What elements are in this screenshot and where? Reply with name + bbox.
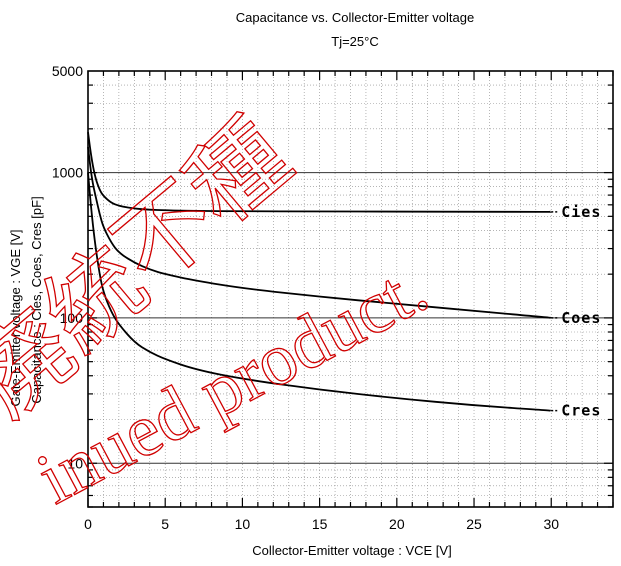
x-axis-label: Collector-Emitter voltage : VCE [V]: [252, 543, 451, 558]
x-tick-label: 25: [466, 516, 482, 532]
x-tick-label: 5: [161, 516, 169, 532]
chart-title: Capacitance vs. Collector-Emitter voltag…: [236, 10, 474, 25]
series-curves: Cies Coes Cres: [87, 131, 601, 420]
series-label-cres: Cres: [561, 402, 601, 420]
y-axis-label-secondary: Gate-Emitter voltage : VGE [V]: [8, 229, 23, 406]
x-tick-label: 10: [235, 516, 251, 532]
series-label-cies: Cies: [561, 203, 601, 221]
x-tick-label: 0: [84, 516, 92, 532]
y-tick-label: 10: [67, 455, 83, 471]
y-tick-label: 5000: [52, 63, 83, 79]
series-line-cres: [87, 172, 553, 412]
y-tick-label: 1000: [52, 165, 83, 181]
grid-lines: [88, 71, 613, 507]
y-axis-label: Capacitance : Cies, Coes, Cres [pF]: [29, 196, 44, 403]
series-line-cies: [87, 131, 553, 213]
tick-labels: 0 5 10 15 20 25 30 10 100 1000 5000: [52, 63, 559, 532]
chart-subtitle: Tj=25°C: [331, 34, 378, 49]
x-tick-label: 30: [543, 516, 559, 532]
tick-marks: [87, 71, 614, 508]
series-line-coes: [87, 146, 553, 319]
watermark: 廃 統 不 種 inued product.: [0, 100, 441, 521]
y-tick-label: 100: [60, 310, 84, 326]
x-tick-label: 20: [389, 516, 405, 532]
x-tick-label: 15: [312, 516, 328, 532]
series-label-coes: Coes: [561, 309, 601, 327]
